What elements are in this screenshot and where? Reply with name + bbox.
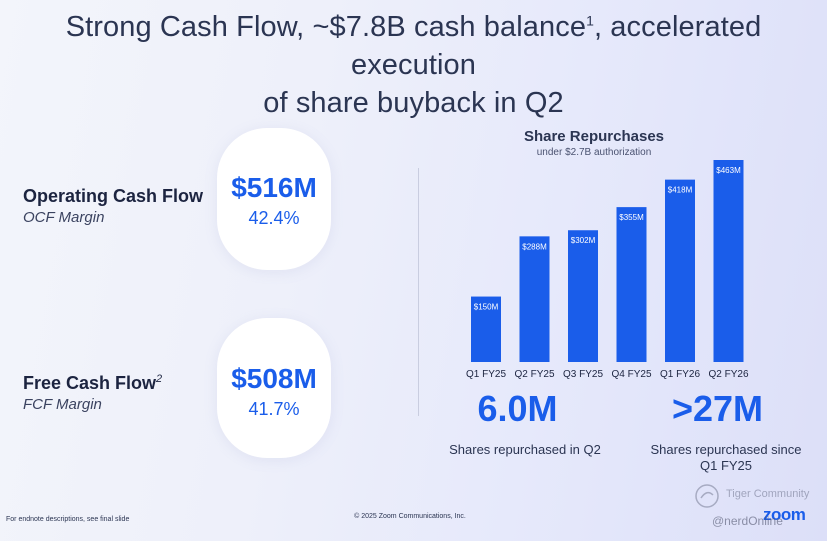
shares-since-desc: Shares repurchased since Q1 FY25 xyxy=(650,442,802,473)
bar-q2-fy26 xyxy=(713,160,744,362)
fcf-margin-label: FCF Margin xyxy=(23,396,102,413)
fcf-value: $508M xyxy=(231,363,317,394)
bar-q3-fy25 xyxy=(568,230,598,362)
tiger-community-logo-icon xyxy=(695,484,719,508)
zoom-logo: zoom xyxy=(763,505,806,524)
bar-data-label: $150M xyxy=(474,303,499,312)
ocf-margin-value: 42.4% xyxy=(248,208,300,228)
fcf-label: Free Cash Flow2 xyxy=(23,373,163,393)
chart-title: Share Repurchases xyxy=(523,128,665,145)
x-tick-label: Q4 FY25 xyxy=(611,369,651,380)
chart-subtitle: under $2.7B authorization xyxy=(536,147,652,158)
divider xyxy=(418,168,419,416)
shares-q2-value: 6.0M xyxy=(477,388,558,429)
bar-data-label: $418M xyxy=(668,186,693,195)
ocf-label: Operating Cash Flow xyxy=(23,186,204,206)
fcf-bubble: $508M 41.7% xyxy=(217,318,331,458)
shares-q2-desc: Shares repurchased in Q2 xyxy=(449,442,601,457)
fcf-margin-value: 41.7% xyxy=(248,399,300,419)
bar-data-label: $463M xyxy=(716,166,741,175)
x-tick-label: Q3 FY25 xyxy=(563,369,603,380)
watermark-handle: @nerdOnline xyxy=(712,514,783,528)
bar-data-label: $302M xyxy=(571,236,596,245)
bar-q1-fy25 xyxy=(471,296,501,362)
share-repurchases-chart: $150M Q1 FY25 $288M Q2 FY25 $302M Q3 FY25 $355… xyxy=(466,160,749,380)
bar-data-label: $288M xyxy=(522,242,547,251)
ocf-value: $516M xyxy=(231,172,317,203)
watermark-text: Tiger Community xyxy=(726,488,810,500)
x-tick-label: Q2 FY26 xyxy=(708,369,748,380)
title-line-2: of share buyback in Q2 xyxy=(263,87,564,119)
slide-title: Strong Cash Flow, ~$7.8B cash balance1, … xyxy=(0,8,827,122)
endnote-text: For endnote descriptions, see final slid… xyxy=(6,516,130,523)
bar-q2-fy25 xyxy=(519,236,550,362)
x-tick-label: Q1 FY26 xyxy=(660,369,700,380)
ocf-bubble: $516M 42.4% xyxy=(217,128,331,270)
title-line-1: Strong Cash Flow, ~$7.8B cash balance1, … xyxy=(65,11,762,81)
copyright-text: © 2025 Zoom Communications, Inc. xyxy=(354,513,466,520)
x-tick-label: Q1 FY25 xyxy=(466,369,506,380)
bar-data-label: $355M xyxy=(619,213,644,222)
bar-q4-fy25 xyxy=(616,207,647,362)
ocf-margin-label: OCF Margin xyxy=(23,209,105,226)
x-tick-label: Q2 FY25 xyxy=(514,369,554,380)
shares-since-value: >27M xyxy=(671,388,764,429)
bar-q1-fy26 xyxy=(665,179,695,362)
